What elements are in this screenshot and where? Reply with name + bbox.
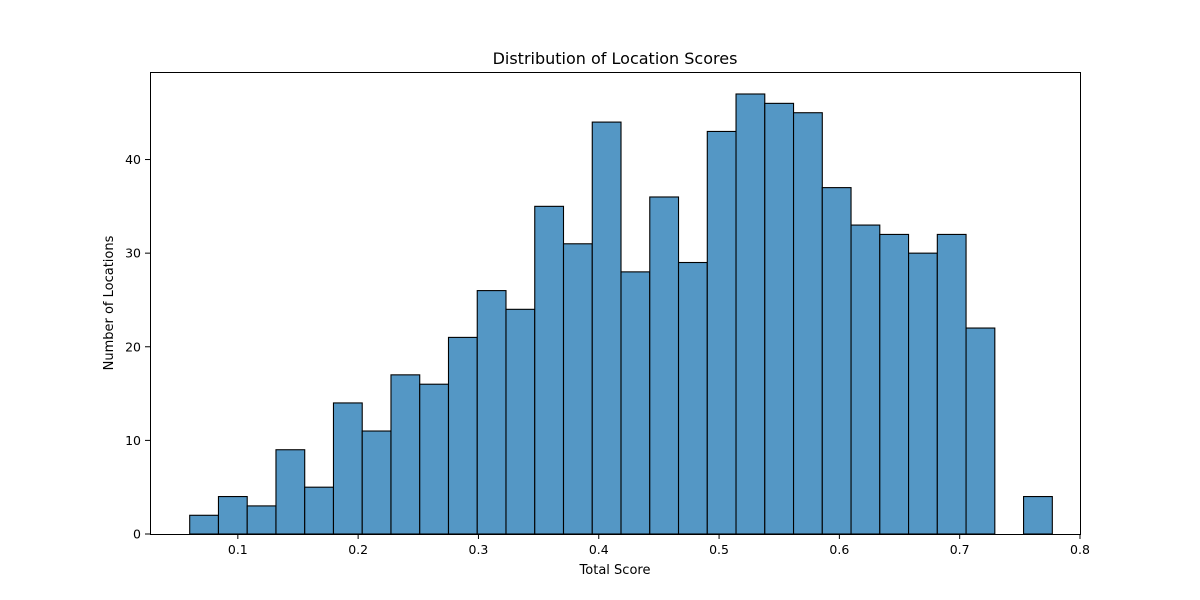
chart-title: Distribution of Location Scores bbox=[493, 49, 738, 68]
x-axis-label: Total Score bbox=[579, 563, 651, 578]
histogram-bar bbox=[419, 383, 450, 535]
bars-group bbox=[189, 93, 1053, 535]
histogram-bar bbox=[821, 187, 852, 535]
x-tick-label: 0.5 bbox=[709, 542, 729, 557]
y-axis: 0 10 20 30 40 bbox=[125, 152, 150, 542]
histogram-bar bbox=[706, 130, 737, 535]
x-tick-label: 0.6 bbox=[829, 542, 849, 557]
histogram-bar bbox=[246, 505, 277, 535]
histogram-bar bbox=[534, 205, 565, 535]
x-tick-label: 0.1 bbox=[228, 542, 248, 557]
x-tick-label: 0.7 bbox=[950, 542, 970, 557]
histogram-bar bbox=[792, 112, 823, 535]
x-tick-label: 0.8 bbox=[1070, 542, 1090, 557]
histogram-bar bbox=[735, 93, 766, 535]
x-tick-label: 0.3 bbox=[469, 542, 489, 557]
y-tick-label: 20 bbox=[125, 339, 141, 354]
histogram-bar bbox=[908, 252, 938, 535]
x-axis: 0.1 0.2 0.3 0.4 0.5 0.6 0.7 0.8 bbox=[228, 534, 1090, 557]
histogram-bar bbox=[936, 233, 967, 535]
histogram-bar bbox=[304, 486, 335, 535]
histogram-bar bbox=[361, 430, 392, 535]
histogram-bar bbox=[476, 290, 507, 535]
histogram-bar bbox=[764, 102, 795, 535]
histogram-bar bbox=[1023, 495, 1053, 535]
histogram-bar bbox=[850, 224, 881, 535]
histogram-bar bbox=[591, 121, 622, 535]
histogram-bar bbox=[217, 495, 248, 535]
histogram-bar bbox=[649, 196, 680, 535]
histogram-bar bbox=[505, 308, 536, 535]
histogram-bar bbox=[677, 261, 708, 535]
y-tick-label: 0 bbox=[133, 527, 141, 542]
y-tick-label: 30 bbox=[125, 246, 141, 261]
histogram-bar bbox=[390, 374, 421, 535]
x-tick-label: 0.2 bbox=[348, 542, 368, 557]
histogram-bar bbox=[332, 402, 363, 535]
y-tick-label: 10 bbox=[125, 433, 141, 448]
histogram-bar bbox=[620, 271, 651, 535]
y-axis-label: Number of Locations bbox=[102, 235, 117, 370]
y-tick-label: 40 bbox=[125, 152, 141, 167]
histogram-bar bbox=[447, 336, 478, 535]
histogram-bar bbox=[562, 243, 593, 535]
x-tick-label: 0.4 bbox=[589, 542, 609, 557]
histogram-bar bbox=[275, 449, 306, 535]
histogram-bar bbox=[879, 233, 910, 535]
plot-frame bbox=[150, 72, 1081, 535]
histogram-bar bbox=[965, 327, 996, 535]
histogram-bar bbox=[189, 514, 219, 535]
